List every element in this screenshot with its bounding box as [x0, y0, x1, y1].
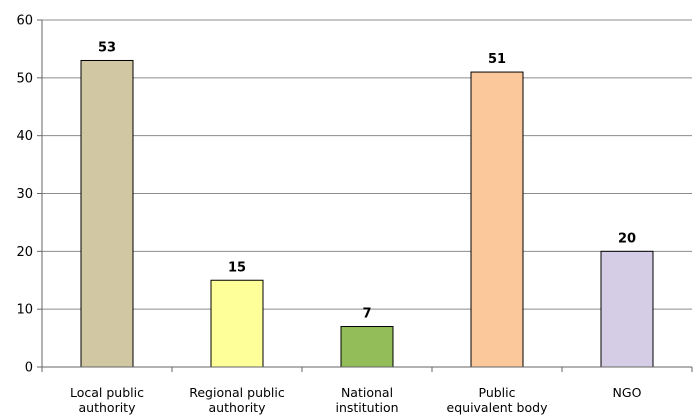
- x-category-label: NGO: [613, 385, 642, 400]
- data-label: 53: [98, 40, 116, 55]
- x-category-label: National: [341, 385, 393, 400]
- bar: [80, 59, 134, 368]
- data-label: 51: [488, 52, 506, 67]
- data-label: 7: [362, 307, 371, 322]
- x-category-label: authority: [209, 400, 267, 415]
- y-tick-labels: 0 10 20 30 40 50 60: [16, 14, 33, 376]
- x-category-label: institution: [335, 400, 398, 415]
- x-category-label: equivalent body: [447, 400, 549, 415]
- axes: [37, 19, 693, 372]
- data-label: 15: [228, 260, 246, 275]
- y-tick-label: 10: [16, 303, 33, 318]
- x-category-label: Public: [479, 385, 516, 400]
- y-tick-label: 50: [16, 71, 33, 86]
- y-tick-label: 40: [16, 129, 33, 144]
- y-tick-label: 60: [16, 14, 33, 29]
- bar: [340, 326, 394, 368]
- data-label: 20: [618, 231, 636, 246]
- y-tick-label: 30: [16, 187, 33, 202]
- y-tick-label: 20: [16, 245, 33, 260]
- x-category-label: Local public: [70, 385, 144, 400]
- bar: [600, 250, 654, 368]
- x-category-label: Regional public: [189, 385, 285, 400]
- bar: [470, 71, 524, 368]
- data-labels: 53 15 7 51 20: [98, 40, 636, 321]
- x-category-label: authority: [79, 400, 137, 415]
- bars: [80, 59, 654, 368]
- gridlines: [42, 19, 692, 310]
- bar: [210, 279, 264, 368]
- y-tick-label: 0: [25, 361, 33, 376]
